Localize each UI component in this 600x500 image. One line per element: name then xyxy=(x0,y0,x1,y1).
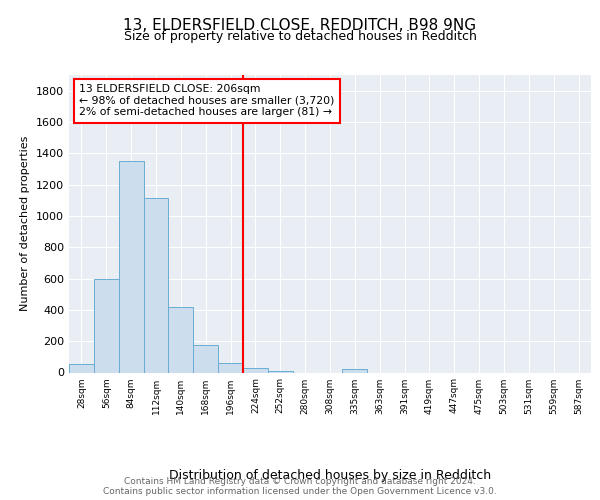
Bar xyxy=(69,364,94,372)
Text: Contains public sector information licensed under the Open Government Licence v3: Contains public sector information licen… xyxy=(103,487,497,496)
Bar xyxy=(94,278,119,372)
Bar xyxy=(193,345,218,372)
Bar xyxy=(119,161,143,372)
Text: 13 ELDERSFIELD CLOSE: 206sqm
← 98% of detached houses are smaller (3,720)
2% of : 13 ELDERSFIELD CLOSE: 206sqm ← 98% of de… xyxy=(79,84,335,117)
Bar xyxy=(169,306,193,372)
Bar xyxy=(343,370,367,372)
Text: 13, ELDERSFIELD CLOSE, REDDITCH, B98 9NG: 13, ELDERSFIELD CLOSE, REDDITCH, B98 9NG xyxy=(124,18,476,32)
Y-axis label: Number of detached properties: Number of detached properties xyxy=(20,136,31,312)
Bar xyxy=(243,368,268,372)
Bar xyxy=(268,371,293,372)
Text: Size of property relative to detached houses in Redditch: Size of property relative to detached ho… xyxy=(124,30,476,43)
X-axis label: Distribution of detached houses by size in Redditch: Distribution of detached houses by size … xyxy=(169,470,491,482)
Bar xyxy=(218,363,243,372)
Bar xyxy=(143,198,169,372)
Text: Contains HM Land Registry data © Crown copyright and database right 2024.: Contains HM Land Registry data © Crown c… xyxy=(124,477,476,486)
